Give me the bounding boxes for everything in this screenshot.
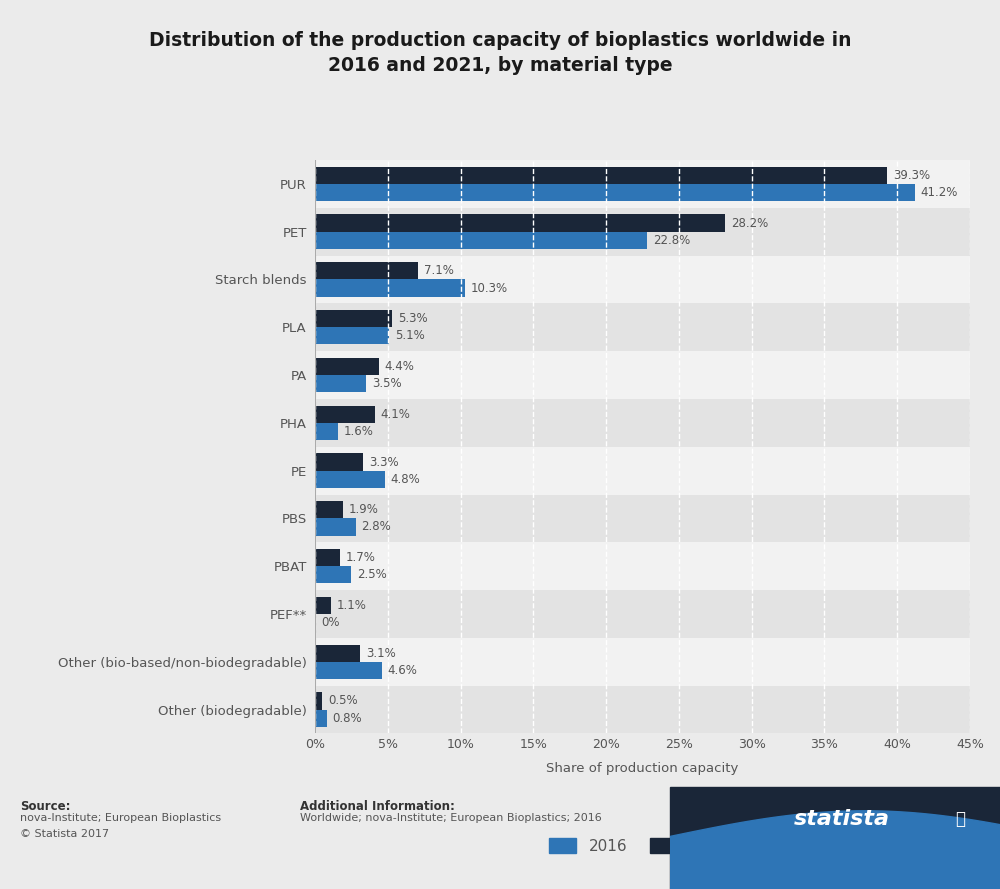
Bar <box>315 184 915 201</box>
Bar <box>315 160 970 208</box>
Text: 7.1%: 7.1% <box>424 264 454 277</box>
Bar <box>315 358 379 375</box>
Text: 3.1%: 3.1% <box>366 646 396 660</box>
Bar <box>315 590 970 638</box>
Text: 5.3%: 5.3% <box>398 312 428 325</box>
Text: nova-Institute; European Bioplastics: nova-Institute; European Bioplastics <box>20 813 221 823</box>
Bar <box>315 494 970 542</box>
Bar <box>315 501 343 518</box>
Bar <box>315 470 385 488</box>
Text: statista: statista <box>794 810 890 829</box>
Text: 1.1%: 1.1% <box>337 599 367 612</box>
Text: 0.5%: 0.5% <box>328 694 358 708</box>
Text: 4.4%: 4.4% <box>385 360 415 373</box>
Bar <box>315 597 331 614</box>
Bar <box>315 208 970 256</box>
Bar <box>315 303 970 351</box>
Text: 4.1%: 4.1% <box>380 408 410 420</box>
Text: 4.6%: 4.6% <box>388 664 418 677</box>
Text: 0%: 0% <box>321 616 339 629</box>
Bar <box>315 661 382 679</box>
Text: 41.2%: 41.2% <box>921 186 958 199</box>
Text: 39.3%: 39.3% <box>893 169 930 182</box>
Bar <box>315 638 970 685</box>
Text: 1.6%: 1.6% <box>344 425 374 438</box>
Text: 4.8%: 4.8% <box>391 473 420 485</box>
Text: 10.3%: 10.3% <box>471 282 508 294</box>
Bar <box>315 214 725 232</box>
Text: 2.5%: 2.5% <box>357 568 387 581</box>
Text: Additional Information:: Additional Information: <box>300 800 455 813</box>
Bar <box>315 446 970 494</box>
Bar <box>315 279 465 297</box>
Bar <box>315 310 392 327</box>
Text: 22.8%: 22.8% <box>653 234 690 247</box>
Bar <box>315 518 356 535</box>
Bar <box>315 262 418 279</box>
Bar <box>315 685 970 733</box>
Bar <box>315 399 970 447</box>
Text: 1.7%: 1.7% <box>346 551 375 565</box>
Text: Distribution of the production capacity of bioplastics worldwide in
2016 and 202: Distribution of the production capacity … <box>149 31 851 75</box>
Text: © Statista 2017: © Statista 2017 <box>20 829 109 838</box>
Bar <box>315 232 647 249</box>
Text: 3.3%: 3.3% <box>369 455 398 469</box>
Bar <box>315 256 970 303</box>
Text: 5.1%: 5.1% <box>395 329 425 342</box>
Bar <box>315 327 389 344</box>
Bar <box>315 566 351 583</box>
Text: 3.5%: 3.5% <box>372 377 401 390</box>
Bar <box>315 167 887 184</box>
Bar <box>315 693 322 709</box>
Bar <box>315 549 340 566</box>
Text: 28.2%: 28.2% <box>731 217 769 229</box>
Bar <box>315 423 338 440</box>
Bar <box>315 542 970 590</box>
Text: 1.9%: 1.9% <box>348 503 378 517</box>
Bar <box>315 405 375 423</box>
Text: Worldwide; nova-Institute; European Bioplastics; 2016: Worldwide; nova-Institute; European Biop… <box>300 813 602 823</box>
Bar <box>315 375 366 392</box>
Bar <box>315 453 363 470</box>
Bar <box>315 351 970 399</box>
Text: ⧨: ⧨ <box>955 811 965 829</box>
Bar <box>315 709 327 726</box>
Text: Source:: Source: <box>20 800 70 813</box>
X-axis label: Share of production capacity: Share of production capacity <box>546 763 739 775</box>
Text: 2.8%: 2.8% <box>362 520 391 533</box>
Legend: 2016, 2021*: 2016, 2021* <box>541 830 744 861</box>
Bar <box>315 645 360 661</box>
Text: 0.8%: 0.8% <box>332 711 362 725</box>
